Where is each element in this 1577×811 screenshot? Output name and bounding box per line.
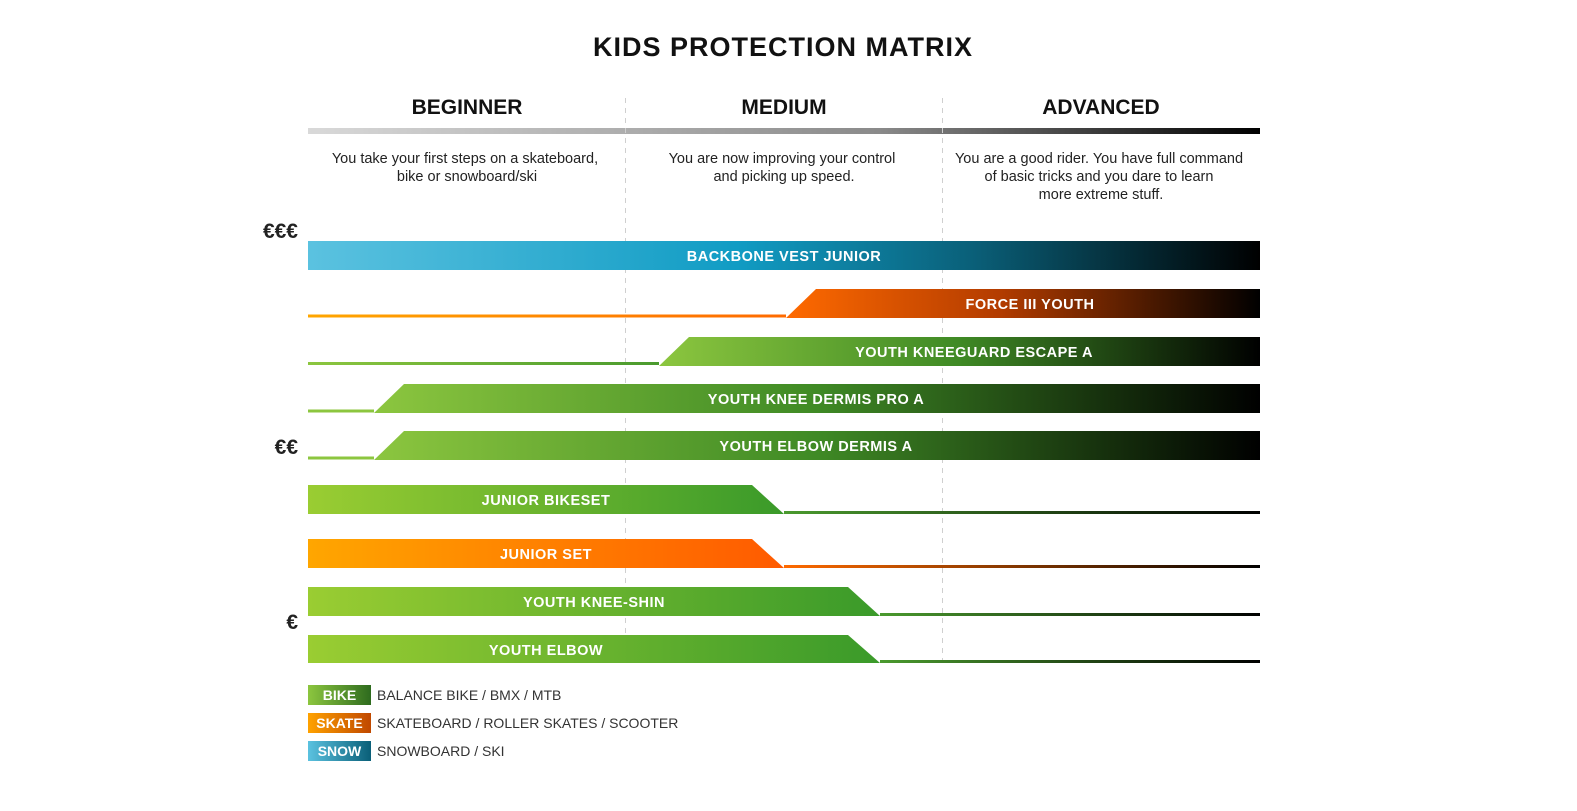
level-heading-beginner: BEGINNER [412,96,523,119]
bar-label: JUNIOR BIKESET [482,493,611,509]
legend-swatch-skate [308,713,371,733]
bar-shape [308,539,784,568]
bar-label: YOUTH KNEEGUARD ESCAPE A [855,345,1093,361]
legend-tag: BIKE [323,687,356,703]
legend-swatch-bike [308,685,371,705]
bar-shape [308,587,880,616]
product-bar: YOUTH KNEE-SHIN [308,587,1260,616]
legend-tag: SNOW [318,743,362,759]
bar-label: JUNIOR SET [500,547,592,563]
level-description-beginner: You take your first steps on a skateboar… [332,151,602,185]
legend-item-snow: SNOW SNOWBOARD / SKI [308,741,505,761]
legend-tag: SKATE [316,715,362,731]
bar-label: YOUTH KNEE DERMIS PRO A [708,392,924,408]
bar-baseline [308,456,374,460]
bar-shape [308,635,880,663]
bar-tail [784,565,1260,568]
product-bar: JUNIOR BIKESET [308,485,1260,514]
level-description-medium: You are now improving your control and p… [669,151,900,185]
bar-shape [308,241,1260,270]
bar-shape [374,384,1260,413]
bar-tail [880,660,1260,663]
price-label-high: €€€ [263,220,298,243]
bar-baseline [308,409,374,413]
legend-text: BALANCE BIKE / BMX / MTB [377,687,561,703]
legend-item-bike: BIKE BALANCE BIKE / BMX / MTB [308,685,561,705]
level-description-advanced: You are a good rider. You have full comm… [955,151,1247,203]
bar-shape [374,431,1260,460]
legend-text: SKATEBOARD / ROLLER SKATES / SCOOTER [377,715,678,731]
product-bar: BACKBONE VEST JUNIOR [308,241,1260,270]
bar-label: YOUTH ELBOW DERMIS A [719,439,912,455]
bar-baseline [308,362,659,365]
product-bar: YOUTH ELBOW DERMIS A [308,431,1260,460]
bar-tail [784,511,1260,514]
legend-text: SNOWBOARD / SKI [377,743,505,759]
legend-swatch-snow [308,741,371,761]
bar-baseline [308,314,786,318]
bar-label: FORCE III YOUTH [966,297,1095,313]
product-bar: FORCE III YOUTH [308,289,1260,318]
bar-label: YOUTH KNEE-SHIN [523,595,665,611]
legend-item-skate: SKATE SKATEBOARD / ROLLER SKATES / SCOOT… [308,713,678,733]
level-gradient-bar [308,128,1260,134]
product-bar: YOUTH KNEE DERMIS PRO A [308,384,1260,413]
level-heading-medium: MEDIUM [741,96,826,119]
product-bar: YOUTH KNEEGUARD ESCAPE A [308,337,1260,366]
product-bar: JUNIOR SET [308,539,1260,568]
page-title: KIDS PROTECTION MATRIX [593,32,973,62]
product-bars: BACKBONE VEST JUNIOR FORCE III YOUTH YOU… [308,241,1260,663]
legend: BIKE BALANCE BIKE / BMX / MTB SKATE SKAT… [308,685,678,761]
bar-label: BACKBONE VEST JUNIOR [687,249,882,265]
bar-shape [786,289,1260,318]
level-heading-advanced: ADVANCED [1042,96,1159,119]
product-bar: YOUTH ELBOW [308,635,1260,663]
bar-tail [880,613,1260,616]
bar-shape [659,337,1260,366]
price-label-low: € [286,611,298,634]
bar-shape [308,485,784,514]
bar-label: YOUTH ELBOW [489,643,603,659]
price-label-mid: €€ [275,436,299,459]
